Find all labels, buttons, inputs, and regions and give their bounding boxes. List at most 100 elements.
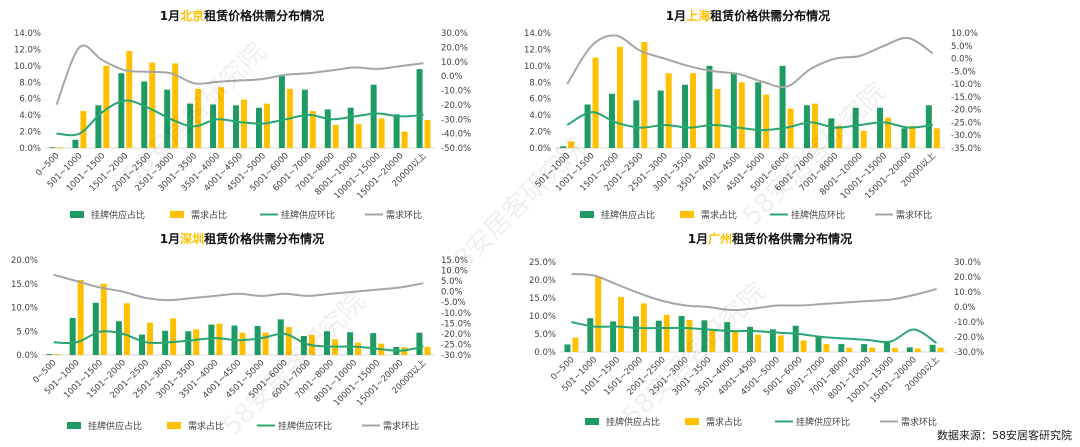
y2-tick-label: 10.0% <box>954 288 981 298</box>
bar-supply <box>682 84 689 148</box>
line-demand-mom <box>53 273 424 302</box>
chart-panel-2: 1月上海租赁价格供需分布情况 0.0% 2.0% 4.0% 6.0% 8.0% 10.0% 1… <box>524 8 981 221</box>
bar-supply <box>139 334 146 355</box>
y2-tick-label: -10.0% <box>954 318 984 328</box>
y-tick-label: 10.0% <box>11 304 38 314</box>
data-source-note: 数据来源：58安居客研究院 <box>937 429 1072 442</box>
y-tick-label: 6.0% <box>19 95 41 105</box>
bar-supply <box>852 107 859 148</box>
bar-supply <box>755 82 762 148</box>
y2-tick-label: -15.0% <box>951 93 981 103</box>
y2-tick-label: 20.0% <box>954 273 981 283</box>
chart-panel-4: 1月广州租赁价格供需分布情况 0.0% 5.0% 10.0% 15.0% 20.0% 25.… <box>529 231 984 428</box>
bar-demand <box>54 354 61 355</box>
bar-demand <box>100 283 107 355</box>
bar-supply <box>301 89 308 148</box>
bar-demand <box>262 332 269 355</box>
bar-demand <box>424 346 431 355</box>
bar-demand <box>193 329 200 355</box>
y-tick-label: 10.0% <box>529 312 556 322</box>
legend-swatch <box>585 418 599 425</box>
y2-tick-label: -10.0% <box>951 80 981 90</box>
bar-demand <box>732 330 739 352</box>
bar-demand <box>755 334 761 352</box>
bar-supply <box>633 100 640 148</box>
y-tick-label: 12.0% <box>524 45 551 55</box>
legend-swatch <box>685 418 699 425</box>
y2-tick-label: -30.0% <box>954 348 984 358</box>
y-tick-label: 8.0% <box>529 78 551 88</box>
bar-supply <box>925 105 932 148</box>
bar-demand <box>216 323 223 355</box>
bar-demand <box>914 348 921 352</box>
y2-tick-label: 10.0% <box>951 29 978 39</box>
legend-label: 需求环比 <box>386 209 422 221</box>
y-tick-label: 0.0% <box>16 351 38 361</box>
bar-demand <box>909 125 916 148</box>
legend-label: 需求环比 <box>901 416 937 428</box>
y2-tick-label: -35.0% <box>951 144 981 154</box>
chart-title: 1月深圳租赁价格供需分布情况 <box>160 231 324 246</box>
bar-demand <box>823 344 830 352</box>
bar-supply <box>277 319 284 355</box>
y-tick-label: 15.0% <box>11 280 38 290</box>
bar-supply <box>72 139 79 148</box>
bar-demand <box>568 141 575 148</box>
bar-demand <box>147 322 154 355</box>
y-tick-label: 2.0% <box>19 128 41 138</box>
y2-tick-label: -5.0% <box>441 298 466 308</box>
legend-swatch <box>680 211 694 218</box>
y-tick-label: 10.0% <box>524 62 551 72</box>
chart-panel-1: 1月北京租赁价格供需分布情况 0.0% 2.0% 4.0% 6.0% 8.0% 10.0% 1… <box>14 8 471 221</box>
bar-demand <box>787 108 794 148</box>
y-tick-label: 12.0% <box>14 45 41 55</box>
y2-tick-label: 30.0% <box>954 258 981 268</box>
bar-supply <box>747 326 753 352</box>
y-tick-label: 14.0% <box>14 29 41 39</box>
y2-tick-label: -20.0% <box>951 106 981 116</box>
legend-label: 需求环比 <box>383 420 419 432</box>
y2-tick-label: 30.0% <box>441 29 468 39</box>
bar-demand <box>241 99 247 148</box>
y-tick-label: 20.0% <box>11 256 38 266</box>
bar-supply <box>278 74 285 148</box>
bar-demand <box>663 314 670 352</box>
line-demand-mom <box>566 34 934 89</box>
bar-demand <box>891 348 898 352</box>
legend-swatch <box>70 211 84 218</box>
legend-swatch <box>170 211 184 218</box>
bar-demand <box>424 120 431 148</box>
bar-demand <box>686 319 693 352</box>
y2-tick-label: 0.0% <box>441 72 463 82</box>
bar-demand <box>616 46 623 148</box>
bar-supply <box>803 105 810 148</box>
y2-tick-label: -25.0% <box>951 118 981 128</box>
bar-supply <box>370 333 377 355</box>
y-tick-label: 5.0% <box>16 327 38 337</box>
legend-label: 挂牌供应环比 <box>791 209 845 221</box>
bar-supply <box>115 321 122 355</box>
bar-demand <box>592 57 599 149</box>
legend-swatch <box>580 211 594 218</box>
bar-demand <box>172 63 179 149</box>
bar-supply <box>300 336 307 355</box>
line-supply-mom <box>571 321 938 344</box>
bar-demand <box>618 296 624 352</box>
legend-label: 需求占比 <box>191 209 227 221</box>
legend-label: 需求占比 <box>706 416 742 428</box>
y2-tick-label: 20.0% <box>441 43 468 53</box>
bar-supply <box>370 84 377 148</box>
y-tick-label: 25.0% <box>529 258 556 268</box>
bar-demand <box>332 125 339 148</box>
bar-supply <box>815 335 822 352</box>
bar-demand <box>378 118 385 148</box>
y-tick-label: 4.0% <box>19 111 41 121</box>
bar-supply <box>730 72 737 148</box>
legend-label: 挂牌供应环比 <box>278 420 332 432</box>
bar-supply <box>416 69 423 148</box>
bar-supply <box>164 89 171 148</box>
bar-supply <box>632 316 639 352</box>
legend-label: 挂牌供应环比 <box>796 416 850 428</box>
bar-supply <box>564 344 571 352</box>
